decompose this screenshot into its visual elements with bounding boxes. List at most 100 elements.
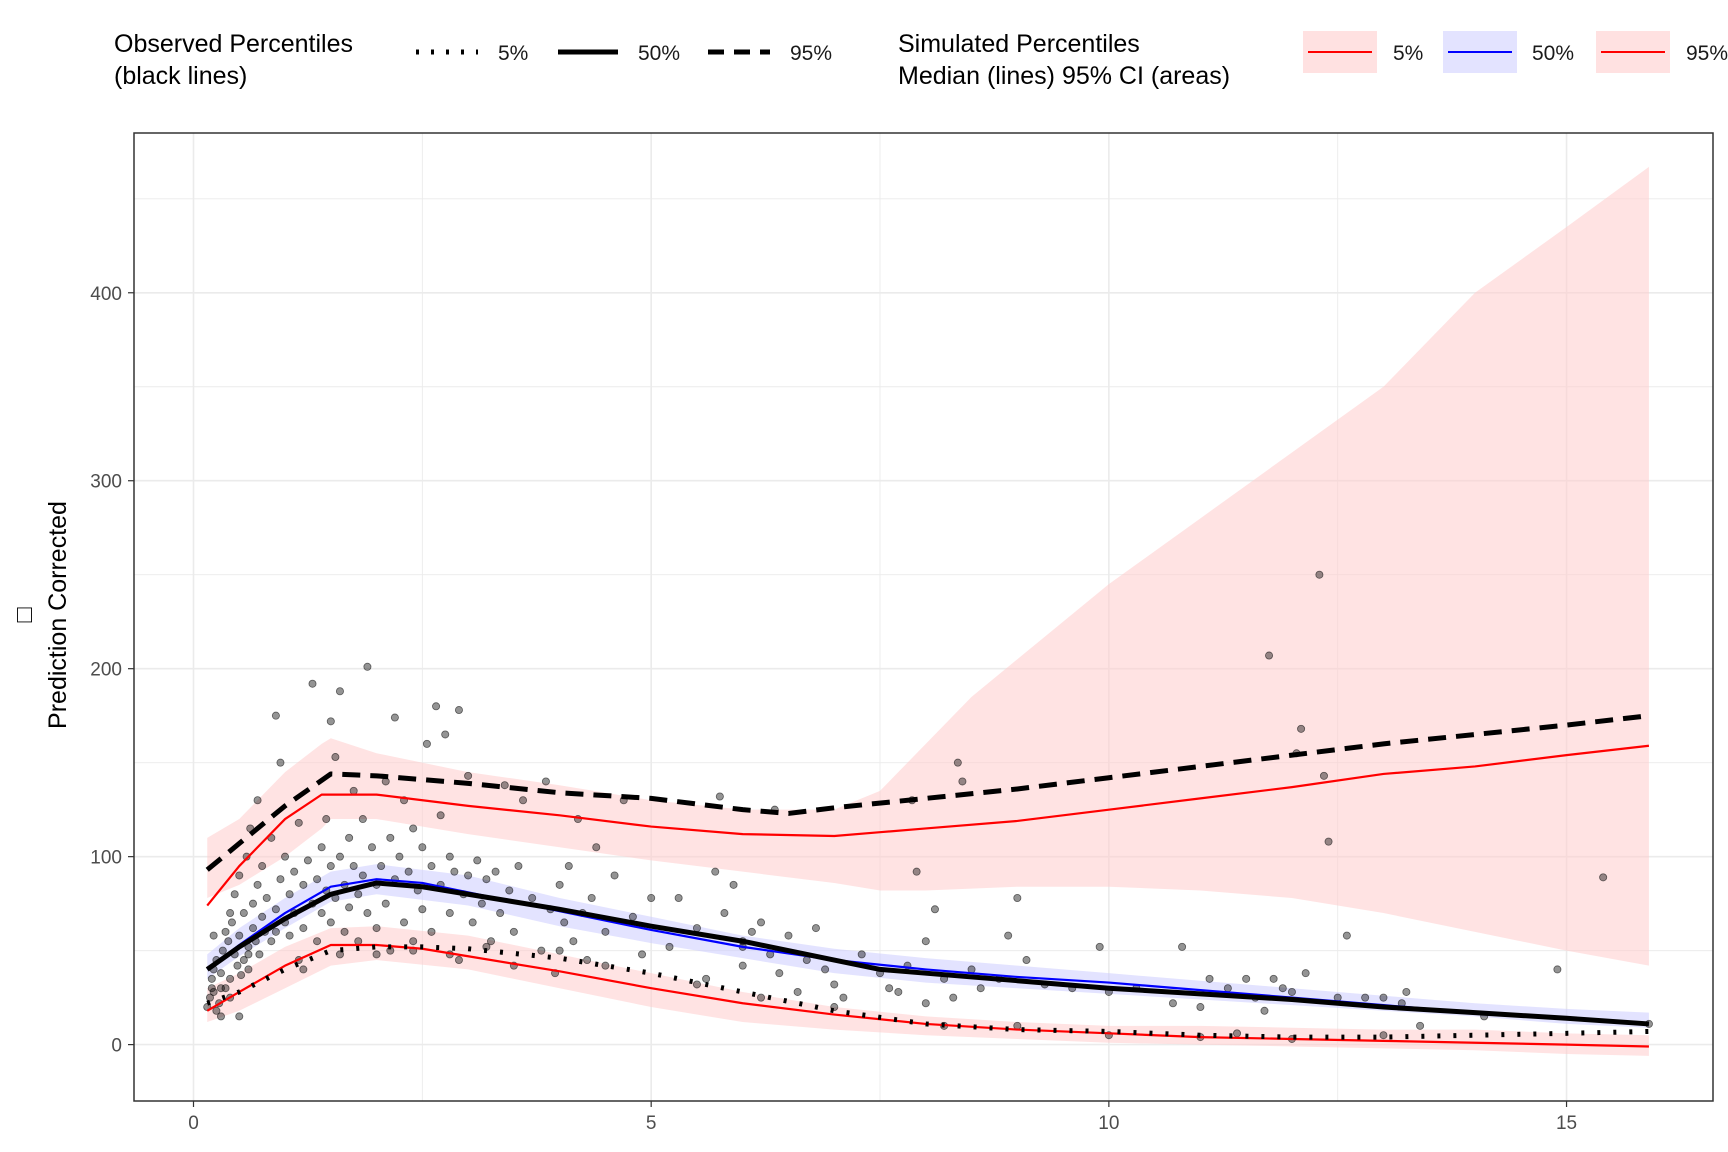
observed-point [1315, 570, 1324, 579]
y-tick-label: 200 [90, 660, 122, 681]
observed-point [1599, 873, 1608, 882]
observed-point [830, 980, 839, 989]
observed-point [496, 909, 505, 918]
observed-point [454, 956, 463, 965]
observed-point [255, 950, 264, 959]
observed-point [1168, 999, 1177, 1008]
y-tick-label: 300 [90, 472, 122, 493]
observed-point [227, 918, 236, 927]
observed-point [363, 909, 372, 918]
observed-point [221, 984, 230, 993]
observed-point [1297, 724, 1306, 733]
observed-point [1416, 1021, 1425, 1030]
observed-point [601, 927, 610, 936]
observed-point [432, 702, 441, 711]
observed-point [326, 862, 335, 871]
y-axis-glyph-group: □ [10, 607, 38, 623]
observed-point [331, 753, 340, 762]
observed-point [244, 950, 253, 959]
observed-point [354, 937, 363, 946]
observed-point [345, 903, 354, 912]
observed-point [427, 862, 436, 871]
legend-observed-95: 95% [790, 42, 832, 65]
observed-point [647, 894, 656, 903]
y-axis-title-group: Prediction Corrected [44, 501, 72, 729]
y-tick-label: 0 [111, 1036, 122, 1057]
observed-point [216, 1012, 225, 1021]
percentile-lines [205, 713, 1650, 1048]
observed-point [747, 927, 756, 936]
observed-point [221, 927, 230, 936]
legend-simulated-title-1: Simulated Percentiles [898, 30, 1140, 58]
legend-simulated-5: 5% [1393, 42, 1423, 65]
legend-simulated: Simulated Percentiles Median (lines) 95%… [898, 30, 1728, 90]
ci-area-5th [207, 926, 1649, 1056]
observed-point [367, 843, 376, 852]
observed-point [1004, 931, 1013, 940]
observed-point [313, 937, 322, 946]
observed-point [930, 905, 939, 914]
y-axis-ticks: 0 100 200 300 400 [90, 284, 134, 1057]
observed-point [335, 852, 344, 861]
observed-point [702, 974, 711, 983]
observed-point [258, 912, 267, 921]
observed-point [564, 862, 573, 871]
observed-point [692, 924, 701, 933]
observed-point [793, 987, 802, 996]
observed-point [441, 730, 450, 739]
observed-point [1553, 965, 1562, 974]
observed-point [400, 918, 409, 927]
observed-point [958, 777, 967, 786]
observed-point [592, 843, 601, 852]
obs-median-line [205, 880, 1650, 1027]
observed-point [894, 987, 903, 996]
observed-point [541, 777, 550, 786]
observed-point [237, 971, 246, 980]
observed-point [207, 974, 216, 983]
observed-point [715, 792, 724, 801]
observed-point [381, 899, 390, 908]
observed-point [555, 946, 564, 955]
legend-observed-title-2: (black lines) [114, 62, 247, 90]
observed-point [276, 875, 285, 884]
observed-point [505, 886, 514, 895]
observed-point [1402, 987, 1411, 996]
observed-point [921, 999, 930, 1008]
observed-point [500, 781, 509, 790]
observed-point [486, 937, 495, 946]
observed-point [784, 931, 793, 940]
observed-point [1361, 993, 1370, 1002]
observed-point [230, 890, 239, 899]
observed-point [358, 871, 367, 880]
observed-point [349, 786, 358, 795]
observed-point [281, 852, 290, 861]
observed-point [418, 905, 427, 914]
observed-point [1269, 974, 1278, 983]
observed-point [473, 856, 482, 865]
observed-point [326, 717, 335, 726]
observed-point [317, 843, 326, 852]
observed-point [450, 867, 459, 876]
observed-point [422, 739, 431, 748]
observed-point [244, 965, 253, 974]
observed-point [953, 758, 962, 767]
legend-observed-5: 5% [498, 42, 528, 65]
y-axis-title: Prediction Corrected [44, 501, 72, 729]
observed-point [358, 815, 367, 824]
observed-point [477, 899, 486, 908]
observed-point [258, 862, 267, 871]
observed-point [519, 796, 528, 805]
observed-point [386, 833, 395, 842]
observed-point [224, 937, 233, 946]
observed-point [912, 867, 921, 876]
observed-point [235, 871, 244, 880]
observed-point [1178, 942, 1187, 951]
observed-point [235, 931, 244, 940]
observed-point [299, 965, 308, 974]
observed-point [445, 909, 454, 918]
panel-border [133, 132, 1714, 1102]
observed-point [821, 965, 830, 974]
observed-point [372, 924, 381, 933]
observed-point [313, 875, 322, 884]
observed-point [560, 918, 569, 927]
